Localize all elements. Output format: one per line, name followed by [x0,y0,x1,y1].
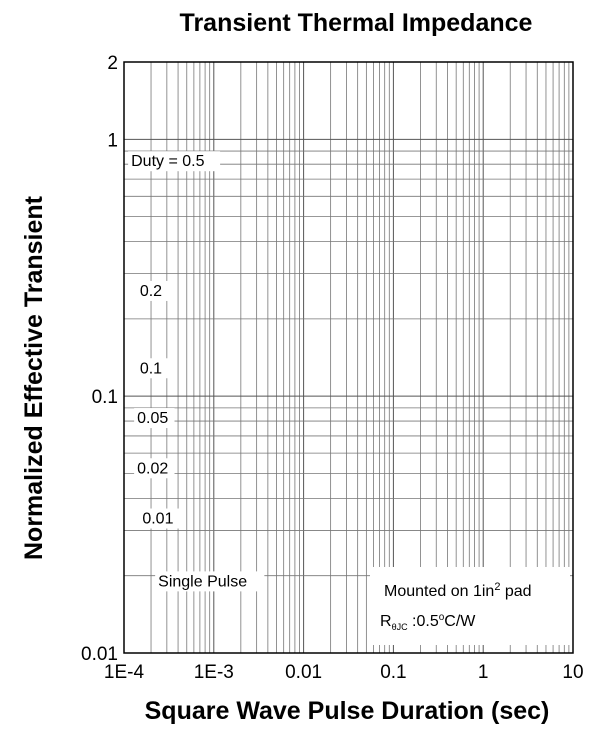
series-label-bg [128,151,221,172]
x-tick-label: 10 [562,662,583,683]
series-label: Duty = 0.5 [131,153,204,170]
series-label-bg [134,458,175,479]
grid [123,61,574,654]
series-label-bg [155,571,265,592]
mounting-annotation: Mounted on 1in2 pad RθJC :0.5oC/W [370,567,570,645]
x-tick-labels: 1E-4 1E-3 0.01 0.1 1 10 [104,662,584,683]
y-tick-label: 0.1 [92,387,118,408]
series-label: 0.1 [140,360,162,377]
annotation-line-1: Mounted on 1in2 pad [384,581,532,600]
series-label: 0.02 [137,460,168,477]
x-tick-label: 0.01 [285,662,322,683]
series-label-bg [134,408,175,429]
annotation-line-2: RθJC :0.5oC/W [380,612,476,632]
x-tick-label: 1E-3 [194,662,234,683]
y-tick-label: 2 [107,53,118,74]
y-axis-title: Normalized Effective Transient [20,195,48,560]
y-tick-labels: 0.01 0.1 1 2 [81,53,118,665]
series-label: 0.01 [142,511,173,528]
series-label: 0.2 [140,283,162,300]
series-label-bg [136,358,169,379]
x-tick-label: 1 [478,662,489,683]
series-label-bg [139,508,180,529]
chart-title: Transient Thermal Impedance [180,9,533,37]
y-tick-label: 0.01 [81,644,118,665]
series-label: Single Pulse [158,573,247,590]
series-label: 0.05 [137,410,168,427]
x-axis-title: Square Wave Pulse Duration (sec) [145,697,550,725]
plot-frame [123,61,574,654]
series-labels: Duty = 0.5 0.2 0.1 0.05 0.02 0.01 Single Pulse [128,151,265,592]
annotation-bg [370,567,570,645]
x-tick-label: 0.1 [380,662,406,683]
series-label-bg [136,280,169,301]
x-tick-label: 1E-4 [104,662,145,683]
y-tick-label: 1 [107,130,118,151]
